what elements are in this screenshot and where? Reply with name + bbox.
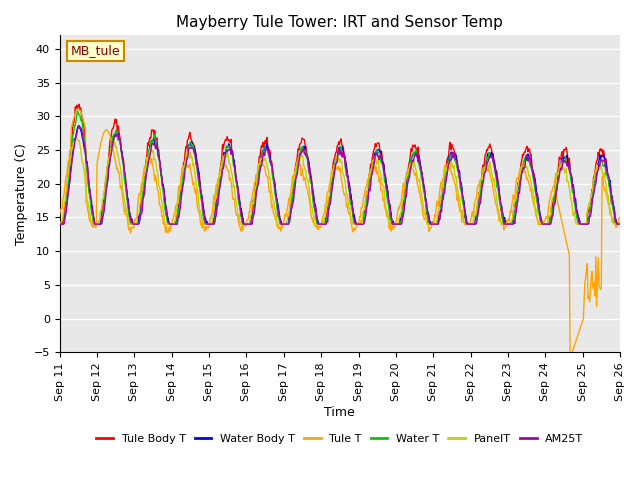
Legend: Tule Body T, Water Body T, Tule T, Water T, PanelT, AM25T: Tule Body T, Water Body T, Tule T, Water… [92,429,588,448]
X-axis label: Time: Time [324,406,355,420]
Text: MB_tule: MB_tule [71,44,120,57]
Title: Mayberry Tule Tower: IRT and Sensor Temp: Mayberry Tule Tower: IRT and Sensor Temp [177,15,503,30]
Y-axis label: Temperature (C): Temperature (C) [15,143,28,245]
